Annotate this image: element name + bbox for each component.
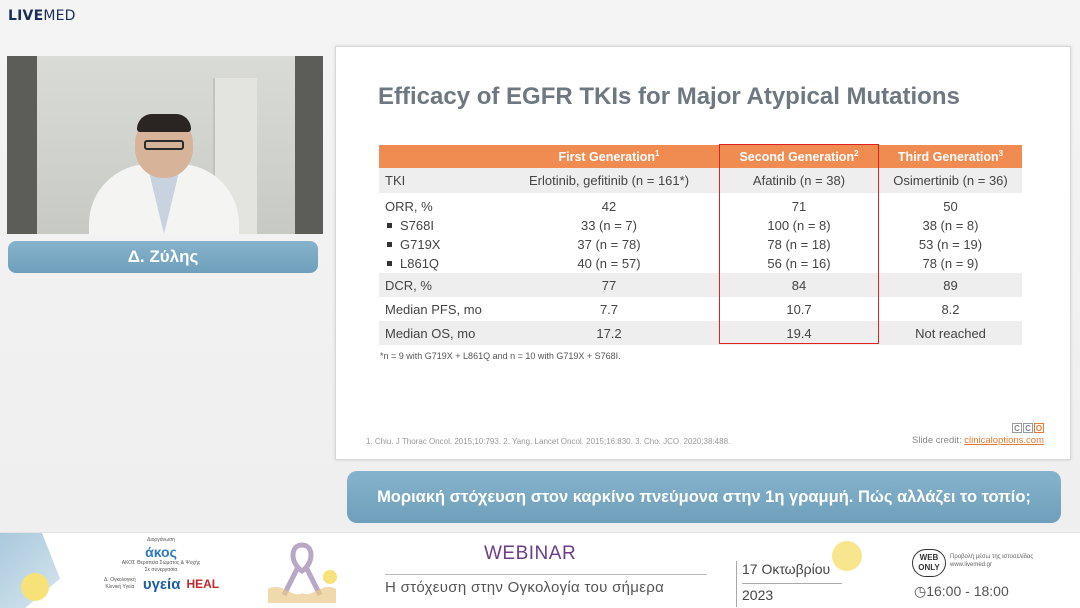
speaker-glasses [144, 140, 184, 150]
decorative-sun [832, 541, 862, 571]
orr-labels: ORR, % S768I G719X L861Q [379, 197, 499, 273]
event-footer: Διοργάνωση άκος ΑΚΟΣ Θεραπεία Σώματος & … [0, 532, 1080, 608]
header-first-generation: First Generation1 [499, 145, 719, 168]
header-third-generation: Third Generation3 [879, 145, 1022, 168]
event-time: ◷16:00 - 18:00 [914, 583, 1009, 599]
orr-first-gen: 42 33 (n = 7) 37 (n = 78) 40 (n = 57) [577, 199, 641, 271]
table-cell: Afatinib (n = 38) [719, 168, 879, 193]
credit-link[interactable]: clinicaloptions.com [964, 435, 1044, 446]
speaker-name-label: Δ. Ζύλης [8, 241, 318, 273]
table-row-dcr: DCR, % 77 84 89 [379, 273, 1022, 297]
ribbon-icon [262, 537, 342, 607]
web-only-note: Προβολή μέσω της ιστοσελίδας www.livemed… [950, 554, 1034, 568]
table-cell: 10.7 [786, 301, 812, 317]
organizer-block: Διοργάνωση άκος ΑΚΟΣ Θεραπεία Σώματος & … [86, 537, 236, 593]
bullet-l861q: L861Q [385, 254, 495, 273]
orr-third-gen: 50 38 (n = 8) 53 (n = 19) 78 (n = 9) [918, 199, 983, 271]
table-row-orr: ORR, % S768I G719X L861Q 42 33 (n = 7) 3… [379, 197, 1022, 273]
table-cell: 77 [499, 273, 719, 297]
heal-logo: HEAL [186, 576, 220, 591]
divider [385, 574, 707, 575]
table-cell: Osimertinib (n = 36) [879, 168, 1022, 193]
table-cell: TKI [379, 168, 499, 193]
event-date: 17 Οκτωβρίου [742, 561, 831, 577]
slide-references: 1. Chiu. J Thorac Oncol. 2015;10:793. 2.… [366, 437, 731, 446]
webinar-title: WEBINAR [484, 543, 577, 564]
table-cell: 89 [879, 273, 1022, 297]
table-row-os: Median OS, mo 17.2 19.4 Not reached [379, 321, 1022, 345]
table-cell: 84 [719, 273, 879, 297]
speaker-video [7, 56, 323, 234]
table-cell: Median OS, mo [379, 321, 499, 345]
clock-icon: ◷ [914, 583, 927, 599]
caption-bar: Μοριακή στόχευση στον καρκίνο πνεύμονα σ… [347, 471, 1061, 523]
logo-live: LIVE [8, 8, 44, 24]
header-empty [379, 145, 499, 168]
table-cell: DCR, % [379, 273, 499, 297]
table-cell: 8.2 [941, 301, 960, 317]
table-cell: 7.7 [599, 301, 619, 317]
web-only-badge: WEB ONLY [912, 549, 946, 577]
decorative-sun [21, 573, 49, 601]
second-generation-highlight-box [719, 144, 879, 344]
table-cell: 19.4 [719, 321, 879, 345]
presentation-slide: Efficacy of EGFR TKIs for Major Atypical… [335, 46, 1071, 460]
orr-second-gen: 71 100 (n = 8) 78 (n = 18) 56 (n = 16) [767, 199, 831, 271]
event-year: 2023 [742, 587, 774, 603]
table-header-row: First Generation1 Second Generation2 Thi… [379, 145, 1022, 168]
table-row-tki: TKI Erlotinib, gefitinib (n = 161*) Afat… [379, 168, 1022, 193]
ygeia-logo: υγεία [142, 575, 181, 593]
table-cell: Erlotinib, gefitinib (n = 161*) [499, 168, 719, 193]
logo-med: MED [43, 8, 76, 24]
divider [742, 583, 842, 584]
akos-logo: άκος [145, 544, 177, 560]
table-cell: 17.2 [499, 321, 719, 345]
event-subtitle: Η στόχευση στην Ογκολογία του σήμερα [385, 579, 665, 596]
efficacy-table: First Generation1 Second Generation2 Thi… [379, 145, 1022, 345]
bullet-g719x: G719X [385, 235, 495, 254]
bullet-s768i: S768I [385, 216, 495, 235]
table-row-pfs: Median PFS, mo 7.7 10.7 8.2 [379, 297, 1022, 321]
slide-title: Efficacy of EGFR TKIs for Major Atypical… [378, 83, 960, 110]
livemed-logo: LIVEMED [8, 8, 76, 24]
divider [736, 561, 737, 607]
slide-credit: Slide credit: clinicaloptions.com [911, 435, 1044, 446]
speaker-hair [137, 114, 191, 132]
orr-label: ORR, % [385, 199, 433, 214]
table-footnote: *n = 9 with G719X + L861Q and n = 10 wit… [380, 351, 621, 361]
header-second-generation: Second Generation2 [719, 145, 879, 168]
table-cell: Not reached [879, 321, 1022, 345]
table-cell: Median PFS, mo [385, 301, 482, 317]
